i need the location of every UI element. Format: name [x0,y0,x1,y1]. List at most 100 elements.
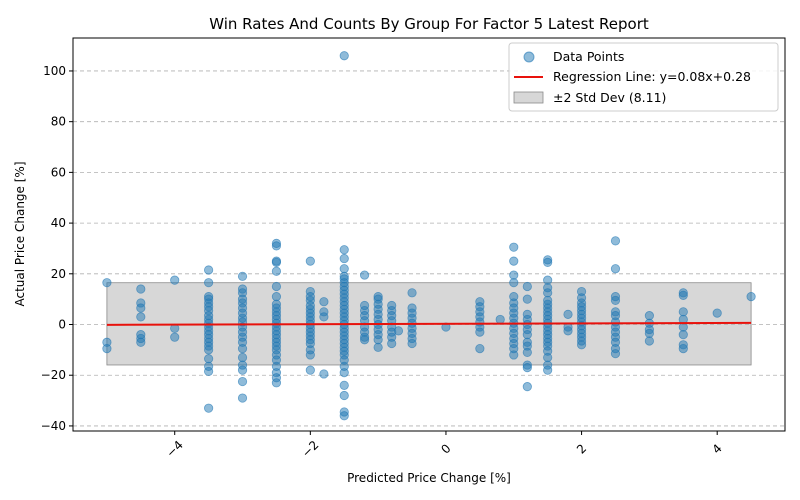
data-point [237,343,248,354]
data-point [373,342,383,352]
chart-title: Win Rates And Counts By Group For Factor… [209,15,649,33]
data-point [610,236,621,246]
data-point [359,335,370,345]
y-tick-label: 40 [51,216,66,230]
data-point [339,51,349,61]
data-point [359,270,370,280]
data-point [407,338,417,349]
data-point [237,365,248,375]
data-point [339,253,349,264]
data-point [509,278,519,288]
x-tick-label: 2 [574,441,589,456]
y-tick-label: 100 [43,64,66,78]
data-point [319,312,329,322]
data-point [543,288,553,298]
plot-frame [72,37,786,432]
x-tick-label: 0 [438,441,453,456]
data-point [305,365,315,375]
data-point [271,241,282,251]
data-point [509,256,519,266]
data-point [475,343,485,354]
data-point [543,365,553,375]
data-point [373,335,383,345]
data-point [522,281,532,292]
y-tick-label: −20 [41,368,66,382]
data-point [393,326,404,336]
data-point [271,257,282,267]
legend-label-regression: Regression Line: y=0.08x+0.28 [553,69,751,84]
data-point [102,278,112,288]
data-point [522,347,532,357]
data-point [204,345,214,355]
data-point [237,393,248,403]
data-point [509,350,519,360]
data-point [204,278,214,288]
data-point [576,340,587,350]
data-point [271,378,282,388]
data-point [271,292,282,302]
data-point [610,295,621,306]
data-point [305,256,315,266]
data-point [509,242,519,252]
data-point [204,265,214,275]
data-point [678,343,688,354]
data-point [522,363,532,373]
legend-label-points: Data Points [553,49,624,64]
data-point [678,330,688,340]
y-tick-label: 0 [58,318,66,332]
data-point [610,349,621,359]
y-tick-label: 20 [51,267,66,281]
legend: Data Points Regression Line: y=0.08x+0.2… [508,42,779,112]
data-point [136,303,146,313]
data-point [204,354,214,364]
data-point [495,314,505,325]
data-point [136,337,146,347]
x-tick-label: 4 [710,441,725,456]
data-point [522,294,532,304]
data-point [339,380,349,390]
data-point [678,322,688,332]
legend-marker-points [523,51,535,63]
regression-line [106,321,752,326]
data-point [136,312,146,322]
data-point [204,403,214,413]
data-point [271,281,282,292]
data-point [644,328,654,338]
x-axis-label: Predicted Price Change [%] [347,471,511,485]
data-point [475,327,485,337]
x-tick-label: −2 [299,438,321,460]
data-point [339,390,349,401]
data-point [407,288,417,298]
y-tick-label: 80 [51,115,66,129]
data-point [271,266,282,276]
data-point [509,270,519,280]
data-point [678,290,688,300]
data-point [237,352,248,363]
data-point [522,330,532,340]
y-tick-label: 60 [51,165,66,179]
y-tick-label: −40 [41,419,66,433]
data-point [387,338,397,349]
y-axis-label: Actual Price Change [%] [13,161,27,306]
data-point [644,336,654,346]
data-point [522,382,532,392]
data-point [305,350,315,360]
data-point [339,411,349,421]
data-point [563,309,573,319]
data-point [543,352,553,363]
data-point [237,271,248,281]
x-axis: −4 −2 0 2 4 [164,431,725,460]
x-tick-label: −4 [164,438,186,460]
data-point [543,257,553,267]
data-point [136,284,146,294]
data-point [102,343,112,354]
legend-marker-band [513,91,544,104]
data-point [339,245,349,255]
legend-box [508,42,779,112]
data-point [610,264,621,274]
data-point [543,275,553,285]
data-point [746,292,756,302]
data-points [102,51,756,421]
data-point [319,369,329,379]
